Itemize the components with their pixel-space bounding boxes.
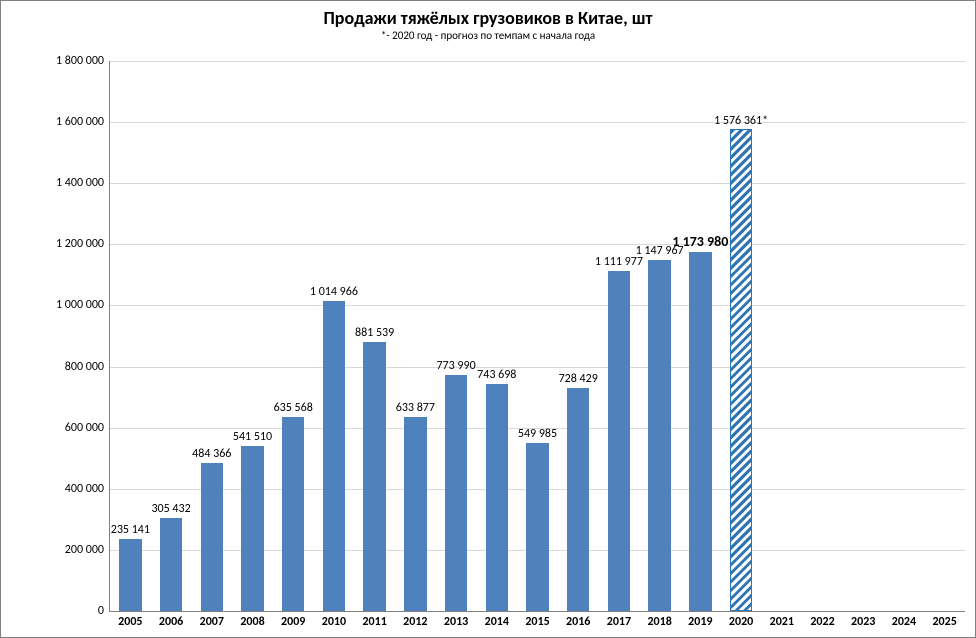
bar-label: 728 429: [559, 372, 598, 388]
x-tick-label: 2019: [688, 611, 712, 629]
bar: 305 432: [160, 518, 182, 611]
chart-title: Продажи тяжёлых грузовиков в Китае, шт: [1, 1, 975, 29]
x-tick-label: 2016: [566, 611, 590, 629]
gridline: [110, 305, 965, 306]
plot-area: 0200 000400 000600 000800 0001 000 0001 …: [109, 61, 965, 612]
x-tick-label: 2007: [200, 611, 224, 629]
y-tick-label: 1 400 000: [56, 176, 110, 190]
gridline: [110, 61, 965, 62]
bar: 728 429: [567, 388, 589, 611]
y-tick-label: 600 000: [65, 421, 110, 435]
x-tick-label: 2010: [322, 611, 346, 629]
x-tick-label: 2005: [118, 611, 142, 629]
y-tick-label: 200 000: [65, 543, 110, 557]
bar-label: 773 990: [436, 359, 475, 375]
x-tick-label: 2024: [892, 611, 916, 629]
x-tick-label: 2025: [932, 611, 956, 629]
bar-label: 549 985: [518, 427, 557, 443]
x-tick-label: 2012: [403, 611, 427, 629]
bar: 773 990: [445, 375, 467, 611]
x-tick-label: 2013: [444, 611, 468, 629]
bar-label: 633 877: [396, 401, 435, 417]
gridline: [110, 183, 965, 184]
x-tick-label: 2006: [159, 611, 183, 629]
bar: 1 576 361*: [730, 129, 752, 611]
x-tick-label: 2018: [647, 611, 671, 629]
y-tick-label: 800 000: [65, 360, 110, 374]
bar: 881 539: [363, 342, 385, 611]
bar: 1 173 980: [689, 252, 711, 611]
bar-label: 484 366: [192, 447, 231, 463]
bar: 549 985: [526, 443, 548, 611]
x-tick-label: 2017: [607, 611, 631, 629]
bar: 235 141: [119, 539, 141, 611]
bar-label: 635 568: [274, 401, 313, 417]
x-tick-label: 2015: [525, 611, 549, 629]
bar: 635 568: [282, 417, 304, 611]
bar: 1 014 966: [323, 301, 345, 611]
bar-label: 1 014 966: [310, 285, 358, 301]
x-tick-label: 2021: [770, 611, 794, 629]
y-tick-label: 0: [98, 604, 110, 618]
x-tick-label: 2011: [362, 611, 386, 629]
y-tick-label: 1 200 000: [56, 237, 110, 251]
bar-label: 235 141: [111, 523, 150, 539]
chart-container: Продажи тяжёлых грузовиков в Китае, шт*-…: [0, 0, 976, 638]
bar-label: 1 576 361*: [714, 114, 768, 130]
bar-label: 881 539: [355, 326, 394, 342]
bar: 541 510: [241, 446, 263, 611]
y-tick-label: 400 000: [65, 482, 110, 496]
x-tick-label: 2008: [240, 611, 264, 629]
bar: 633 877: [404, 417, 426, 611]
gridline: [110, 122, 965, 123]
bar: 743 698: [486, 384, 508, 611]
y-tick-label: 1 800 000: [56, 54, 110, 68]
bar-label: 743 698: [477, 368, 516, 384]
gridline: [110, 367, 965, 368]
bar: 1 111 977: [608, 271, 630, 611]
bar: 1 147 967: [648, 260, 670, 611]
y-tick-label: 1 000 000: [56, 298, 110, 312]
bar-label: 305 432: [151, 502, 190, 518]
y-tick-label: 1 600 000: [56, 115, 110, 129]
chart-subtitle: *- 2020 год - прогноз по темпам с начала…: [1, 29, 975, 42]
x-tick-label: 2020: [729, 611, 753, 629]
bar-label: 1 173 980: [672, 233, 728, 252]
gridline: [110, 244, 965, 245]
x-tick-label: 2009: [281, 611, 305, 629]
bar-label: 541 510: [233, 430, 272, 446]
x-tick-label: 2023: [851, 611, 875, 629]
x-tick-label: 2014: [485, 611, 509, 629]
bar: 484 366: [201, 463, 223, 611]
x-tick-label: 2022: [810, 611, 834, 629]
